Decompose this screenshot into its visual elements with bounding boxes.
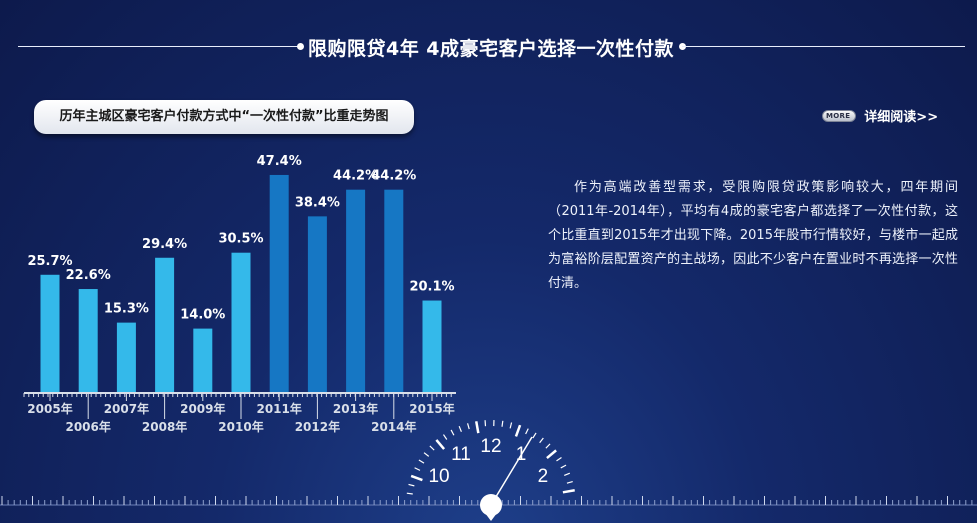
title-rule-left-dot bbox=[297, 43, 304, 50]
x-tick-label-9: 2014年 bbox=[371, 419, 416, 434]
x-tick-label-10: 2015年 bbox=[409, 401, 454, 416]
clock-tick bbox=[556, 456, 562, 462]
clock-number-4: 2 bbox=[538, 466, 549, 487]
data-label-10: 20.1% bbox=[409, 280, 454, 295]
data-label-6: 47.4% bbox=[257, 154, 302, 169]
data-label-8: 44.2% bbox=[333, 169, 378, 184]
bar-3 bbox=[155, 257, 175, 393]
description-text: 作为高端改善型需求，受限购限贷政策影响较大，四年期间（2011年-2014年），… bbox=[548, 180, 958, 291]
x-tick-label-1: 2006年 bbox=[65, 419, 110, 434]
x-tick-label-6: 2011年 bbox=[256, 401, 301, 416]
data-label-5: 30.5% bbox=[218, 232, 263, 247]
bar-1 bbox=[78, 289, 98, 393]
clock-tick bbox=[410, 474, 423, 482]
clock-tick bbox=[539, 437, 544, 444]
bar-9 bbox=[384, 189, 404, 393]
clock-tick bbox=[562, 489, 575, 494]
data-label-4: 14.0% bbox=[180, 308, 225, 323]
clock-tick bbox=[509, 422, 513, 429]
clock-tick bbox=[560, 464, 567, 469]
clock-tick bbox=[442, 434, 448, 440]
clock-tick bbox=[501, 420, 504, 427]
clock-ticks bbox=[406, 420, 575, 495]
clock-tick bbox=[423, 452, 430, 457]
data-label-2: 15.3% bbox=[104, 302, 149, 317]
clock-tick bbox=[532, 432, 537, 439]
timeline-knob-pointer-icon bbox=[485, 513, 497, 521]
bar-6 bbox=[269, 174, 289, 393]
clock-tick bbox=[466, 423, 470, 430]
x-tick-label-8: 2013年 bbox=[333, 401, 378, 416]
clock-tick bbox=[546, 449, 557, 460]
clock-tick bbox=[408, 483, 415, 487]
x-tick-label-2: 2007年 bbox=[104, 401, 149, 416]
clock-tick bbox=[458, 425, 462, 432]
page-title: 限购限贷4年 4成豪宅客户选择一次性付款 bbox=[307, 38, 675, 60]
bar-chart: 25.7% 2005年 22.6% 2006年 15.3% 2007年 29.4% 2008年… bbox=[23, 154, 456, 434]
more-link-label: 详细阅读>> bbox=[864, 110, 939, 125]
bar-5 bbox=[231, 252, 251, 393]
clock-number-2: 12 bbox=[480, 436, 501, 457]
bar-7 bbox=[307, 216, 327, 393]
clock-tick bbox=[418, 459, 425, 464]
data-label-3: 29.4% bbox=[142, 237, 187, 252]
clock-tick bbox=[566, 480, 573, 484]
clock-tick bbox=[564, 472, 571, 476]
more-icon: MORE bbox=[822, 109, 857, 122]
data-label-1: 22.6% bbox=[66, 268, 111, 283]
clock-hand bbox=[490, 436, 533, 506]
clock-tick bbox=[475, 421, 480, 434]
clock-tick bbox=[514, 424, 522, 437]
data-label-9: 44.2% bbox=[371, 169, 416, 184]
x-tick-label-7: 2012年 bbox=[295, 419, 340, 434]
clock-tick bbox=[406, 492, 413, 495]
clock-tick bbox=[429, 445, 435, 451]
bar-4 bbox=[193, 328, 213, 393]
x-tick-label-0: 2005年 bbox=[27, 401, 72, 416]
clock-tick bbox=[414, 467, 421, 471]
x-tick-label-3: 2008年 bbox=[142, 419, 187, 434]
clock-tick bbox=[545, 443, 551, 449]
bar-8 bbox=[346, 189, 366, 393]
x-tick-label-4: 2009年 bbox=[180, 401, 225, 416]
bar-2 bbox=[116, 322, 136, 393]
x-tick-label-5: 2010年 bbox=[218, 419, 263, 434]
title-rule-left bbox=[18, 46, 300, 47]
title-rule-right bbox=[682, 46, 965, 47]
chart-title-tag: 历年主城区豪宅客户付款方式中“一次性付款”比重走势图 bbox=[34, 100, 414, 134]
data-label-0: 25.7% bbox=[27, 254, 72, 269]
data-label-7: 38.4% bbox=[295, 195, 340, 210]
more-link[interactable]: MORE 详细阅读>> bbox=[822, 106, 938, 125]
clock-number-1: 11 bbox=[451, 444, 471, 465]
clock-number-0: 10 bbox=[428, 466, 449, 487]
bar-10 bbox=[422, 300, 442, 393]
bar-0 bbox=[40, 274, 60, 393]
timeline-knob-icon[interactable] bbox=[480, 494, 502, 516]
clock-tick bbox=[525, 428, 529, 435]
clock-tick bbox=[450, 429, 455, 436]
clock-tick bbox=[435, 439, 446, 450]
